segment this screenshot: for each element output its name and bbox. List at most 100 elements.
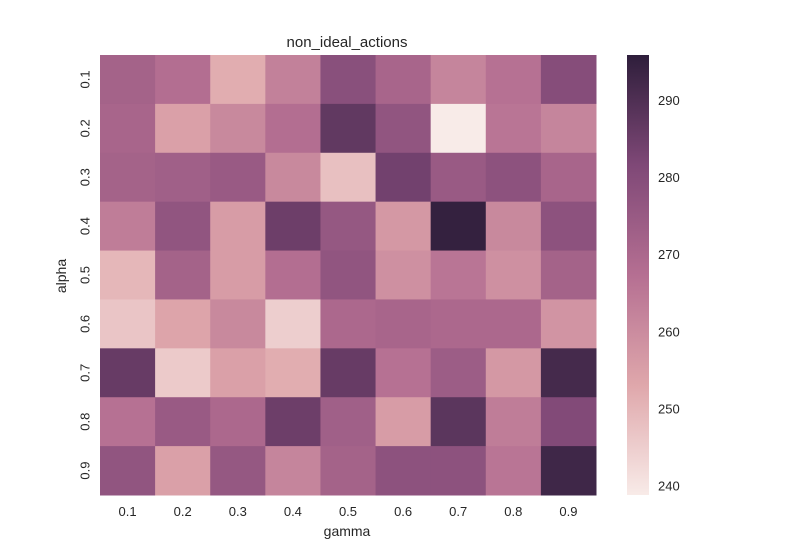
heatmap-cell bbox=[430, 103, 487, 154]
heatmap-cell bbox=[485, 55, 542, 105]
heatmap-cell bbox=[375, 103, 432, 154]
heatmap-cell bbox=[320, 103, 377, 154]
heatmap-cell bbox=[100, 348, 156, 398]
heatmap-cell bbox=[540, 348, 597, 398]
heatmap-cell bbox=[265, 397, 321, 447]
heatmap-cell bbox=[155, 55, 211, 105]
heatmap-cell bbox=[430, 446, 487, 496]
heatmap-cell bbox=[210, 348, 266, 398]
heatmap-cell bbox=[430, 299, 487, 349]
colorbar-tick-label: 260 bbox=[658, 324, 680, 339]
heatmap-cell bbox=[155, 446, 211, 496]
heatmap-cell bbox=[430, 55, 487, 105]
x-tick-labels: 0.1 0.2 0.3 0.4 0.5 0.6 0.7 0.8 0.9 bbox=[119, 504, 578, 519]
heatmap-cell bbox=[485, 299, 542, 349]
heatmap-cell bbox=[375, 250, 432, 300]
heatmap-cell bbox=[430, 250, 487, 300]
x-tick-label: 0.9 bbox=[559, 504, 577, 519]
heatmap-cell bbox=[430, 397, 487, 447]
heatmap-cell bbox=[375, 152, 432, 203]
heatmap-cell bbox=[375, 348, 432, 398]
heatmap-cell bbox=[430, 348, 487, 398]
heatmap-cell bbox=[100, 103, 156, 154]
heatmap-cell bbox=[540, 250, 597, 300]
heatmap-cell bbox=[320, 299, 377, 349]
y-tick-label: 0.6 bbox=[77, 315, 92, 333]
heatmap-cell bbox=[540, 103, 597, 154]
heatmap-cell bbox=[210, 103, 266, 154]
heatmap-cell bbox=[375, 299, 432, 349]
heatmap-cell bbox=[540, 201, 597, 252]
heatmap-cell bbox=[485, 103, 542, 154]
colorbar-tick-label: 250 bbox=[658, 402, 680, 417]
heatmap-cells bbox=[100, 55, 597, 496]
x-tick-label: 0.3 bbox=[229, 504, 247, 519]
heatmap-cell bbox=[540, 446, 597, 496]
heatmap-cell bbox=[320, 201, 377, 252]
heatmap-cell bbox=[320, 397, 377, 447]
colorbar-tick-label: 270 bbox=[658, 247, 680, 262]
heatmap-cell bbox=[210, 55, 266, 105]
heatmap-cell bbox=[265, 103, 321, 154]
heatmap-cell bbox=[540, 397, 597, 447]
heatmap-cell bbox=[155, 397, 211, 447]
heatmap-cell bbox=[320, 55, 377, 105]
heatmap-cell bbox=[265, 55, 321, 105]
colorbar-tick-label: 240 bbox=[658, 479, 680, 494]
heatmap-cell bbox=[155, 103, 211, 154]
heatmap-cell bbox=[100, 397, 156, 447]
y-tick-label: 0.8 bbox=[77, 413, 92, 431]
x-tick-label: 0.4 bbox=[284, 504, 302, 519]
heatmap-cell bbox=[210, 299, 266, 349]
heatmap-cell bbox=[100, 152, 156, 203]
y-tick-label: 0.7 bbox=[77, 364, 92, 382]
heatmap-cell bbox=[430, 201, 487, 252]
heatmap-cell bbox=[375, 55, 432, 105]
heatmap-cell bbox=[320, 250, 377, 300]
heatmap-cell bbox=[320, 348, 377, 398]
x-axis-label: gamma bbox=[324, 523, 371, 539]
heatmap-cell bbox=[155, 348, 211, 398]
x-tick-label: 0.1 bbox=[119, 504, 137, 519]
heatmap-cell bbox=[375, 397, 432, 447]
x-tick-label: 0.7 bbox=[449, 504, 467, 519]
colorbar-ticks: 240 250 260 270 280 290 bbox=[658, 93, 680, 494]
heatmap-cell bbox=[265, 299, 321, 349]
y-axis-label: alpha bbox=[53, 259, 69, 293]
y-tick-label: 0.1 bbox=[77, 70, 92, 88]
y-tick-label: 0.9 bbox=[77, 462, 92, 480]
heatmap-cell bbox=[155, 152, 211, 203]
y-tick-label: 0.5 bbox=[77, 266, 92, 284]
heatmap-cell bbox=[375, 201, 432, 252]
heatmap-cell bbox=[430, 152, 487, 203]
heatmap-cell bbox=[210, 250, 266, 300]
heatmap-cell bbox=[485, 446, 542, 496]
heatmap-cell bbox=[155, 201, 211, 252]
heatmap-cell bbox=[265, 348, 321, 398]
heatmap-cell bbox=[210, 201, 266, 252]
x-tick-label: 0.2 bbox=[174, 504, 192, 519]
heatmap-cell bbox=[265, 446, 321, 496]
heatmap-cell bbox=[485, 152, 542, 203]
y-tick-label: 0.2 bbox=[77, 119, 92, 137]
heatmap-cell bbox=[100, 55, 156, 105]
heatmap-cell bbox=[485, 250, 542, 300]
heatmap-cell bbox=[485, 397, 542, 447]
heatmap-cell bbox=[540, 299, 597, 349]
heatmap-cell bbox=[540, 152, 597, 203]
x-tick-label: 0.6 bbox=[394, 504, 412, 519]
heatmap-cell bbox=[155, 250, 211, 300]
colorbar bbox=[627, 55, 649, 495]
heatmap-cell bbox=[100, 250, 156, 300]
heatmap-cell bbox=[375, 446, 432, 496]
y-tick-labels: 0.1 0.2 0.3 0.4 0.5 0.6 0.7 0.8 0.9 bbox=[77, 70, 92, 479]
y-tick-label: 0.3 bbox=[77, 168, 92, 186]
heatmap-cell bbox=[265, 201, 321, 252]
heatmap-cell bbox=[485, 201, 542, 252]
x-tick-label: 0.5 bbox=[339, 504, 357, 519]
heatmap-cell bbox=[100, 446, 156, 496]
heatmap-cell bbox=[485, 348, 542, 398]
heatmap-cell bbox=[540, 55, 597, 105]
